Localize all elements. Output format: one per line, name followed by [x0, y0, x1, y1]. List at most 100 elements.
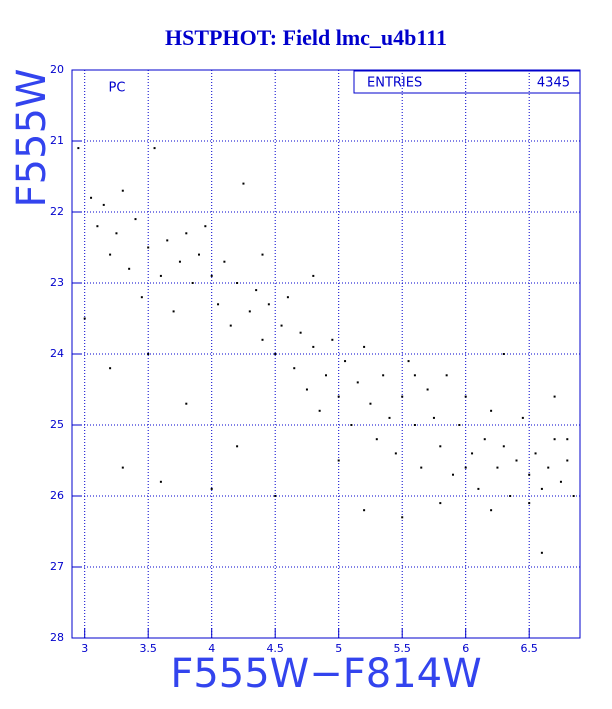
point: [420, 466, 423, 469]
point: [363, 345, 366, 348]
point: [458, 424, 461, 426]
point: [153, 147, 156, 150]
point: [521, 416, 524, 419]
point: [432, 416, 435, 419]
point: [477, 487, 480, 490]
stats-value: 4345: [537, 76, 570, 91]
point: [540, 551, 543, 554]
point: [502, 353, 505, 355]
point: [191, 282, 194, 284]
point: [305, 388, 308, 391]
point: [274, 353, 277, 355]
point: [566, 438, 569, 441]
point: [299, 331, 302, 334]
point: [464, 395, 467, 398]
point: [553, 438, 556, 441]
point: [261, 338, 264, 341]
point: [286, 296, 289, 299]
x-tick-label: 3.5: [139, 642, 157, 655]
point: [445, 374, 448, 377]
point: [102, 203, 105, 206]
y-tick-label: 28: [50, 631, 64, 644]
point: [185, 402, 188, 405]
point: [248, 310, 251, 313]
point: [121, 189, 124, 192]
y-tick-label: 25: [50, 418, 64, 431]
y-axis-label: F555W: [9, 69, 55, 208]
y-tick-label: 22: [50, 205, 64, 218]
point: [439, 445, 442, 448]
point: [350, 424, 353, 426]
point: [128, 267, 131, 270]
stats-label: ENTRIES: [367, 76, 422, 91]
point: [394, 452, 397, 455]
point: [236, 282, 239, 284]
point: [147, 353, 150, 355]
point: [407, 360, 410, 363]
point: [96, 225, 99, 228]
point: [528, 473, 531, 476]
point: [210, 274, 213, 277]
x-axis-label: F555W−F814W: [170, 651, 481, 697]
y-tick-label: 20: [50, 63, 64, 76]
point: [115, 232, 118, 235]
point: [83, 317, 86, 320]
point: [344, 360, 347, 363]
y-tick-label: 23: [50, 276, 64, 289]
point: [210, 487, 213, 490]
point: [401, 395, 404, 398]
y-tick-label: 24: [50, 347, 64, 360]
point: [280, 324, 283, 327]
point: [547, 466, 550, 469]
point: [375, 438, 378, 441]
point: [388, 416, 391, 419]
point: [223, 260, 226, 263]
annotation: PC: [109, 81, 126, 96]
point: [267, 303, 270, 306]
point: [540, 487, 543, 490]
point: [413, 424, 416, 426]
point: [337, 459, 340, 462]
point: [369, 402, 372, 405]
x-tick-label: 3: [81, 642, 88, 655]
point: [566, 459, 569, 462]
point: [496, 466, 499, 469]
point: [534, 452, 537, 455]
point: [261, 253, 264, 256]
x-tick-label: 6: [462, 642, 469, 655]
point: [553, 395, 556, 398]
x-tick-label: 6.5: [520, 642, 538, 655]
point: [509, 495, 512, 497]
point: [109, 367, 112, 370]
point: [401, 516, 404, 519]
point: [471, 452, 474, 455]
x-tick-label: 5.5: [393, 642, 411, 655]
point: [363, 509, 366, 512]
point: [147, 246, 150, 249]
point: [382, 374, 385, 377]
point: [312, 345, 315, 348]
point: [198, 253, 200, 256]
point: [413, 374, 416, 377]
point: [331, 338, 334, 341]
point: [90, 196, 93, 199]
point: [255, 289, 258, 292]
point: [312, 274, 315, 277]
point: [140, 296, 143, 299]
x-tick-label: 4: [208, 642, 215, 655]
point: [464, 466, 467, 469]
point: [134, 218, 137, 221]
point: [490, 509, 493, 512]
point: [274, 495, 277, 497]
y-tick-label: 21: [50, 134, 64, 147]
point: [356, 381, 359, 384]
point: [325, 374, 327, 377]
y-tick-label: 26: [50, 489, 64, 502]
chart-title: HSTPHOT: Field lmc_u4b111: [165, 25, 447, 50]
x-tick-label: 5: [335, 642, 342, 655]
point: [109, 253, 112, 256]
point: [217, 303, 220, 306]
point: [204, 225, 207, 228]
